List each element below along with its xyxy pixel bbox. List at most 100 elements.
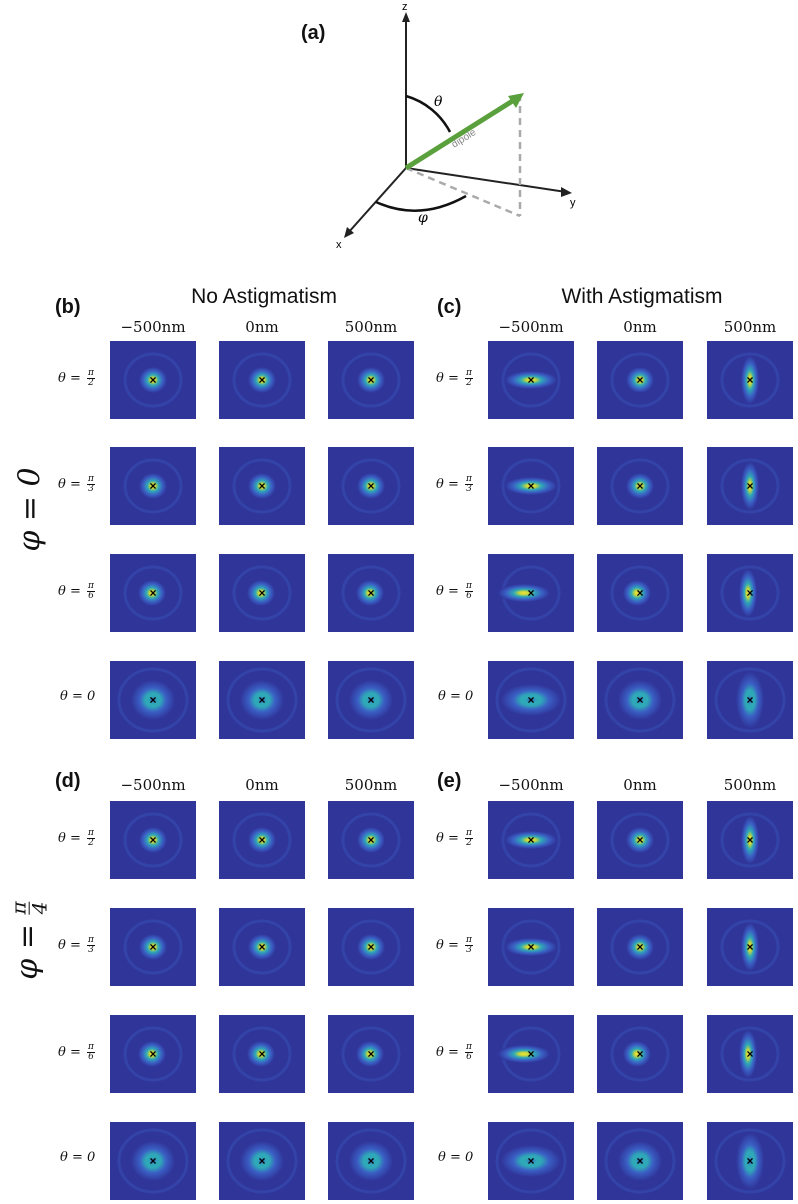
psf-cell: × xyxy=(110,447,196,525)
column-header: 500nm xyxy=(723,776,777,794)
psf-image: × xyxy=(219,447,305,525)
psf-cell: × xyxy=(488,661,574,739)
y-axis-label: y xyxy=(570,197,576,209)
center-marker: × xyxy=(258,479,265,493)
column-header: 0nm xyxy=(245,318,279,336)
psf-image: × xyxy=(219,908,305,986)
center-marker: × xyxy=(746,940,753,954)
psf-image: × xyxy=(597,661,683,739)
psf-cell: × xyxy=(597,661,683,739)
psf-cell: × xyxy=(597,801,683,879)
psf-image: × xyxy=(110,1015,196,1093)
phi-label-bottom-den: 4 xyxy=(27,901,52,915)
psf-image: × xyxy=(488,1122,574,1200)
center-marker: × xyxy=(636,940,643,954)
x-axis xyxy=(347,167,407,234)
psf-image: × xyxy=(219,661,305,739)
panel-c-label: (c) xyxy=(437,296,462,318)
psf-cell: × xyxy=(488,908,574,986)
psf-cell: × xyxy=(110,801,196,879)
panel-c-title: With Astigmatism xyxy=(561,285,723,308)
psf-cell: × xyxy=(597,447,683,525)
psf-image: × xyxy=(328,908,414,986)
psf-cell: × xyxy=(597,341,683,419)
column-header: 500nm xyxy=(344,318,398,336)
center-marker: × xyxy=(258,833,265,847)
center-marker: × xyxy=(367,373,374,387)
psf-image: × xyxy=(110,1122,196,1200)
psf-cell: × xyxy=(488,1122,574,1200)
column-header: −500nm xyxy=(120,318,186,336)
psf-cell: × xyxy=(707,341,793,419)
panel-d-label: (d) xyxy=(55,770,81,792)
z-axis-label: z xyxy=(402,1,408,13)
psf-image: × xyxy=(707,1122,793,1200)
column-header: −500nm xyxy=(498,776,564,794)
psf-cell: × xyxy=(707,908,793,986)
psf-cell: × xyxy=(488,341,574,419)
psf-image: × xyxy=(328,1122,414,1200)
psf-image: × xyxy=(707,661,793,739)
psf-image: × xyxy=(597,1015,683,1093)
psf-cell: × xyxy=(597,1015,683,1093)
center-marker: × xyxy=(149,586,156,600)
y-axis xyxy=(405,167,567,193)
center-marker: × xyxy=(636,373,643,387)
x-axis-label: x xyxy=(336,239,342,251)
psf-cell: × xyxy=(328,1122,414,1200)
psf-cell: × xyxy=(328,341,414,419)
psf-image: × xyxy=(110,341,196,419)
psf-cell: × xyxy=(219,908,305,986)
z-axis-arrow xyxy=(402,12,410,22)
psf-cell: × xyxy=(707,1015,793,1093)
psf-image: × xyxy=(707,908,793,986)
psf-cell: × xyxy=(219,447,305,525)
psf-cell: × xyxy=(110,1015,196,1093)
center-marker: × xyxy=(746,479,753,493)
center-marker: × xyxy=(527,693,534,707)
center-marker: × xyxy=(367,940,374,954)
psf-cell: × xyxy=(328,1015,414,1093)
column-header: 0nm xyxy=(623,318,657,336)
dipole-diagram: z y x θ φ dipole xyxy=(336,1,576,251)
center-marker: × xyxy=(527,940,534,954)
psf-image: × xyxy=(488,341,574,419)
psf-cell: × xyxy=(597,908,683,986)
psf-cell: × xyxy=(597,554,683,632)
center-marker: × xyxy=(258,373,265,387)
center-marker: × xyxy=(367,1154,374,1168)
psf-cell: × xyxy=(707,554,793,632)
center-marker: × xyxy=(746,373,753,387)
psf-image: × xyxy=(488,1015,574,1093)
center-marker: × xyxy=(636,479,643,493)
psf-cell: × xyxy=(328,908,414,986)
center-marker: × xyxy=(367,693,374,707)
psf-image: × xyxy=(707,447,793,525)
phi-label-bottom-prefix: φ = xyxy=(10,914,46,980)
psf-cell: × xyxy=(707,801,793,879)
panel-e-label: (e) xyxy=(437,770,462,792)
dipole-arrow xyxy=(404,97,516,171)
center-marker: × xyxy=(746,833,753,847)
row-label: θ = 0 xyxy=(60,689,96,704)
psf-image: × xyxy=(488,801,574,879)
psf-image: × xyxy=(488,661,574,739)
column-header: 500nm xyxy=(344,776,398,794)
psf-image: × xyxy=(328,447,414,525)
center-marker: × xyxy=(149,479,156,493)
projection-floor xyxy=(405,166,521,218)
psf-cell: × xyxy=(597,1122,683,1200)
panel-b-title: No Astigmatism xyxy=(191,285,337,308)
row-label: θ = 0 xyxy=(60,1150,96,1165)
psf-image: × xyxy=(219,1015,305,1093)
psf-image: × xyxy=(110,447,196,525)
center-marker: × xyxy=(636,1047,643,1061)
